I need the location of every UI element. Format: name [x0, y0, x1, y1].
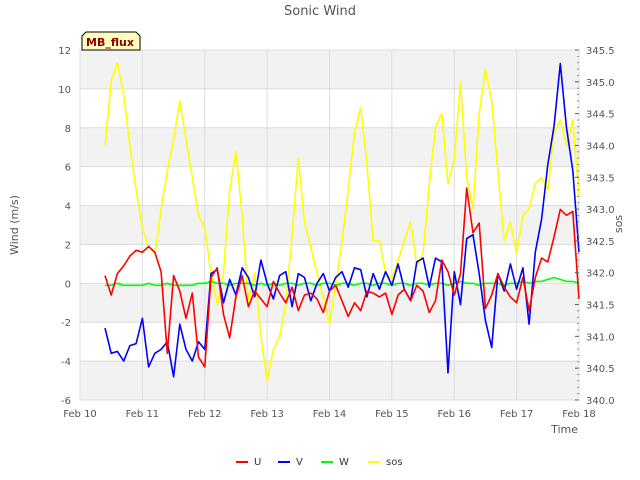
y2-tick-label: 341.5	[586, 301, 615, 312]
y2-tick-label: 344.5	[586, 110, 615, 121]
y-tick-label: -4	[61, 357, 71, 368]
x-tick-label: Feb 13	[250, 409, 284, 420]
y-axis-right: 340.0 340.5 341.0 341.5 342.0 342.5 343.0 343.5…	[575, 46, 615, 407]
y2-tick-label: 342.5	[586, 237, 615, 248]
series-line-w	[105, 276, 580, 287]
station-label-box: MB_flux	[81, 31, 141, 51]
y-tick-label: -2	[61, 318, 71, 329]
x-tick-label: Feb 16	[437, 409, 471, 420]
y-tick-label: 8	[65, 124, 71, 135]
legend-label-v: V	[296, 457, 303, 468]
y-tick-label: 10	[58, 85, 71, 96]
x-axis: Feb 10 Feb 11 Feb 12 Feb 13 Feb 14 Feb 15 Feb …	[63, 409, 596, 420]
plot-area	[79, 49, 580, 401]
y-tick-label: 12	[58, 46, 71, 57]
y-axis-label: Wind (m/s)	[8, 195, 21, 255]
y2-tick-label: 341.0	[586, 332, 615, 343]
y2-tick-label: 345.5	[586, 46, 615, 57]
series-line-u	[104, 187, 580, 368]
y2-tick-label: 343.0	[586, 205, 615, 216]
y2-tick-label: 345.0	[586, 78, 615, 89]
x-tick-label: Feb 15	[375, 409, 409, 420]
y-tick-label: -6	[61, 396, 71, 407]
station-label: MB_flux	[86, 36, 134, 49]
y2-tick-label: 343.5	[586, 173, 615, 184]
y2-tick-label: 344.0	[586, 141, 615, 152]
series-layer	[104, 61, 580, 382]
x-axis-label: Time	[550, 423, 578, 436]
legend-label-sos: sos	[386, 457, 403, 468]
legend-label-u: U	[254, 457, 261, 468]
y2-axis-label: sos	[612, 215, 625, 233]
series-line-sos	[104, 61, 580, 382]
x-tick-label: Feb 14	[313, 409, 347, 420]
y2-tick-label: 342.0	[586, 269, 615, 280]
y-tick-label: 0	[65, 279, 71, 290]
y-tick-label: 4	[65, 202, 71, 213]
y2-tick-label: 340.0	[586, 396, 615, 407]
x-tick-label: Feb 10	[63, 409, 97, 420]
y2-tick-label: 340.5	[586, 364, 615, 375]
legend-label-w: W	[339, 457, 349, 468]
chart-title: Sonic Wind	[284, 4, 356, 19]
y-tick-label: 6	[65, 163, 71, 174]
x-tick-label: Feb 11	[126, 409, 160, 420]
x-tick-label: Feb 17	[500, 409, 534, 420]
x-tick-label: Feb 18	[562, 409, 596, 420]
y-tick-label: 2	[65, 240, 71, 251]
x-tick-label: Feb 12	[188, 409, 222, 420]
y-axis-left: -6 -4 -2 0 2 4 6 8 10 12	[58, 46, 71, 407]
